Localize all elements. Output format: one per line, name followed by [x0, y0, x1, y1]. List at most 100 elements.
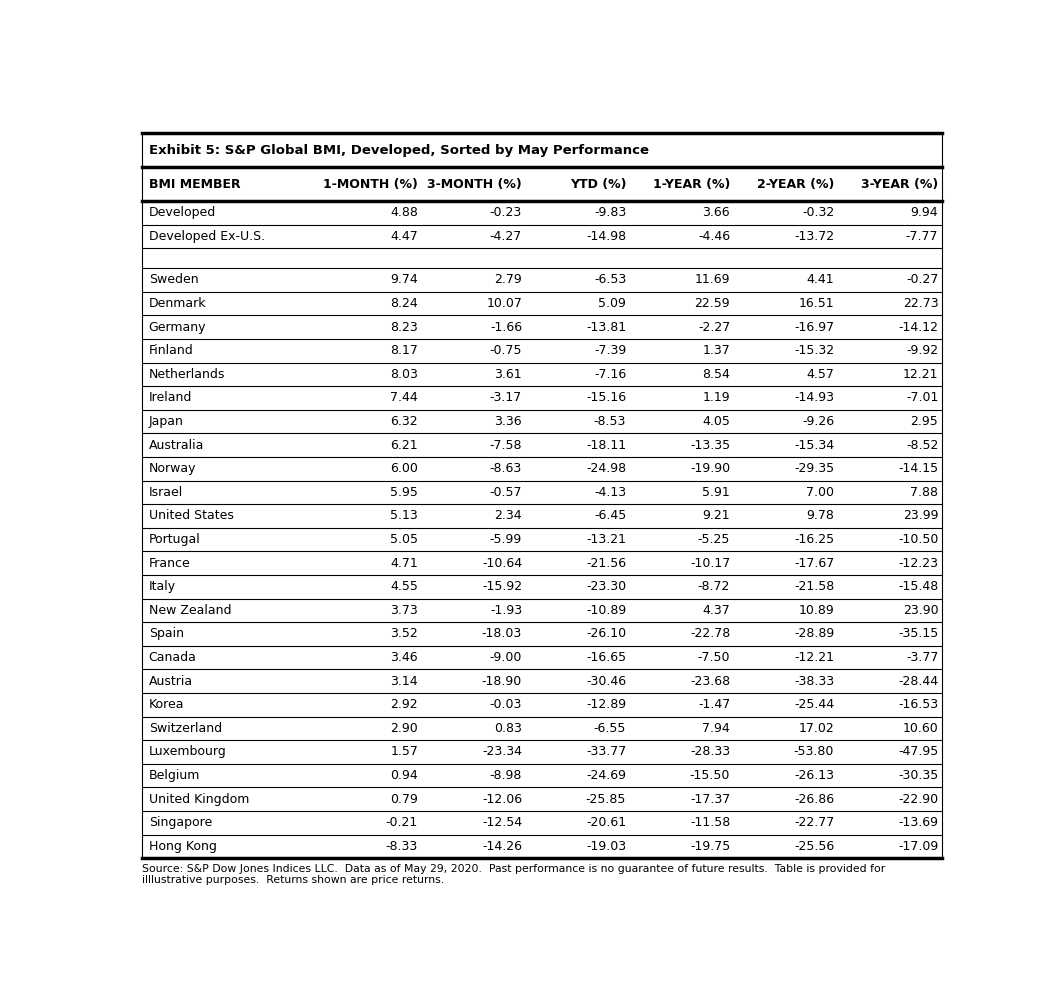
Text: -26.86: -26.86	[795, 793, 834, 806]
Text: -28.44: -28.44	[898, 675, 938, 688]
Text: 23.99: 23.99	[902, 509, 938, 522]
Text: -18.11: -18.11	[586, 439, 626, 452]
Text: 2.34: 2.34	[494, 509, 522, 522]
Text: Belgium: Belgium	[148, 769, 200, 782]
Text: -19.03: -19.03	[586, 839, 626, 852]
Text: 22.73: 22.73	[902, 297, 938, 310]
Text: illlustrative purposes.  Returns shown are price returns.: illlustrative purposes. Returns shown ar…	[142, 875, 444, 885]
Text: -25.56: -25.56	[794, 839, 834, 852]
Text: -28.89: -28.89	[794, 627, 834, 640]
Text: -10.50: -10.50	[898, 533, 938, 546]
Text: -16.53: -16.53	[898, 698, 938, 711]
Text: -8.98: -8.98	[490, 769, 522, 782]
Text: Exhibit 5: S&P Global BMI, Developed, Sorted by May Performance: Exhibit 5: S&P Global BMI, Developed, So…	[148, 144, 649, 157]
Text: 6.00: 6.00	[390, 463, 418, 476]
Text: 0.79: 0.79	[390, 793, 418, 806]
Text: Source: S&P Dow Jones Indices LLC.  Data as of May 29, 2020.  Past performance i: Source: S&P Dow Jones Indices LLC. Data …	[142, 864, 886, 874]
Text: -53.80: -53.80	[794, 746, 834, 759]
Text: 5.91: 5.91	[703, 486, 730, 498]
Text: -22.77: -22.77	[794, 817, 834, 830]
Text: -4.46: -4.46	[698, 230, 730, 243]
Text: -25.85: -25.85	[586, 793, 626, 806]
Text: 6.32: 6.32	[390, 415, 418, 428]
Text: 0.83: 0.83	[494, 722, 522, 735]
Text: -15.48: -15.48	[898, 580, 938, 593]
Text: 3-MONTH (%): 3-MONTH (%)	[427, 177, 522, 190]
Text: 7.44: 7.44	[390, 392, 418, 405]
Text: -13.81: -13.81	[586, 321, 626, 334]
Text: -15.16: -15.16	[586, 392, 626, 405]
Text: -21.58: -21.58	[794, 580, 834, 593]
Text: Austria: Austria	[148, 675, 193, 688]
Text: -13.35: -13.35	[690, 439, 730, 452]
Text: -9.00: -9.00	[490, 651, 522, 664]
Text: -3.17: -3.17	[490, 392, 522, 405]
Text: -10.64: -10.64	[482, 556, 522, 569]
Text: -9.83: -9.83	[594, 206, 626, 219]
Text: United Kingdom: United Kingdom	[148, 793, 249, 806]
Text: 2.95: 2.95	[911, 415, 938, 428]
Text: 16.51: 16.51	[799, 297, 834, 310]
Text: 9.94: 9.94	[911, 206, 938, 219]
Text: -19.90: -19.90	[690, 463, 730, 476]
Text: -0.23: -0.23	[490, 206, 522, 219]
Text: Denmark: Denmark	[148, 297, 206, 310]
Text: -9.92: -9.92	[906, 344, 938, 357]
Text: -6.45: -6.45	[594, 509, 626, 522]
Text: -8.53: -8.53	[594, 415, 626, 428]
Text: -23.68: -23.68	[690, 675, 730, 688]
Text: 1.19: 1.19	[703, 392, 730, 405]
Text: -30.35: -30.35	[898, 769, 938, 782]
Text: -13.21: -13.21	[586, 533, 626, 546]
Text: -4.27: -4.27	[490, 230, 522, 243]
Text: -12.89: -12.89	[586, 698, 626, 711]
Text: -28.33: -28.33	[690, 746, 730, 759]
Text: -22.78: -22.78	[690, 627, 730, 640]
Text: -14.26: -14.26	[482, 839, 522, 852]
Text: 9.74: 9.74	[390, 273, 418, 286]
Text: -0.03: -0.03	[490, 698, 522, 711]
Text: -6.55: -6.55	[594, 722, 626, 735]
Text: 7.88: 7.88	[910, 486, 938, 498]
Text: Spain: Spain	[148, 627, 184, 640]
Text: -7.39: -7.39	[594, 344, 626, 357]
Text: 10.60: 10.60	[902, 722, 938, 735]
Text: -15.34: -15.34	[795, 439, 834, 452]
Text: -4.13: -4.13	[594, 486, 626, 498]
Text: 2.92: 2.92	[390, 698, 418, 711]
Text: -6.53: -6.53	[594, 273, 626, 286]
Text: -7.50: -7.50	[697, 651, 730, 664]
Text: -25.44: -25.44	[795, 698, 834, 711]
Text: -13.69: -13.69	[898, 817, 938, 830]
Text: 5.95: 5.95	[390, 486, 418, 498]
Text: Norway: Norway	[148, 463, 196, 476]
Text: Singapore: Singapore	[148, 817, 212, 830]
Text: -22.90: -22.90	[898, 793, 938, 806]
Text: 5.13: 5.13	[390, 509, 418, 522]
Text: Germany: Germany	[148, 321, 206, 334]
Text: 1.37: 1.37	[703, 344, 730, 357]
Text: -5.99: -5.99	[490, 533, 522, 546]
Text: Developed: Developed	[148, 206, 216, 219]
Text: -15.32: -15.32	[795, 344, 834, 357]
Text: 2.90: 2.90	[390, 722, 418, 735]
Text: 10.07: 10.07	[487, 297, 522, 310]
Text: Finland: Finland	[148, 344, 194, 357]
Text: -7.58: -7.58	[490, 439, 522, 452]
Text: -29.35: -29.35	[795, 463, 834, 476]
Text: Luxembourg: Luxembourg	[148, 746, 226, 759]
Text: 5.05: 5.05	[390, 533, 418, 546]
Text: New Zealand: New Zealand	[148, 604, 231, 617]
Text: -14.15: -14.15	[898, 463, 938, 476]
Text: 1-MONTH (%): 1-MONTH (%)	[323, 177, 418, 190]
Text: -7.01: -7.01	[906, 392, 938, 405]
Text: -21.56: -21.56	[586, 556, 626, 569]
Text: -47.95: -47.95	[898, 746, 938, 759]
Text: 2.79: 2.79	[494, 273, 522, 286]
Text: Korea: Korea	[148, 698, 184, 711]
Text: -15.50: -15.50	[690, 769, 730, 782]
Text: -24.98: -24.98	[586, 463, 626, 476]
Text: 2-YEAR (%): 2-YEAR (%)	[756, 177, 834, 190]
Text: Switzerland: Switzerland	[148, 722, 222, 735]
Text: -18.90: -18.90	[481, 675, 522, 688]
